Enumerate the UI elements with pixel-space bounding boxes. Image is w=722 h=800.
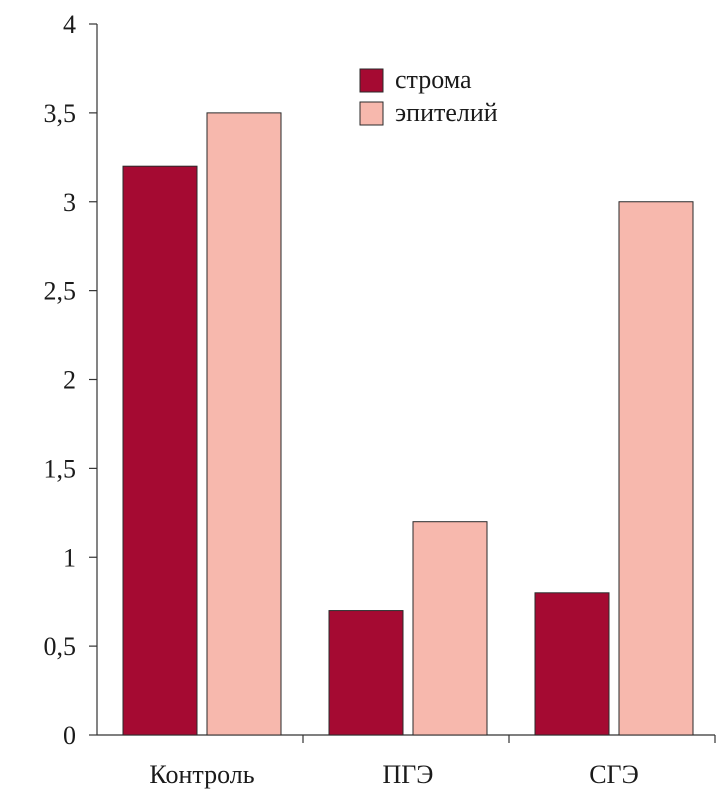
y-tick-label: 3 xyxy=(63,188,76,217)
y-axis: 0 0,5 1 1,5 2 2,5 3 3,5 4 xyxy=(44,10,98,750)
x-category-label: СГЭ xyxy=(589,760,639,789)
y-tick-label: 0 xyxy=(63,721,76,750)
bars xyxy=(122,112,694,736)
legend-swatch-строма xyxy=(359,68,384,93)
legend-label: эпителий xyxy=(395,98,498,127)
x-category-label: Контроль xyxy=(149,760,254,789)
bar-эпителий-СГЭ xyxy=(618,201,694,736)
bar-эпителий-ПГЭ xyxy=(412,521,488,736)
x-category-label: ПГЭ xyxy=(383,760,434,789)
bar-строма-ПГЭ xyxy=(328,610,404,736)
legend-label: строма xyxy=(395,65,472,94)
legend-swatch-эпителий xyxy=(359,101,384,126)
bar-эпителий-Контроль xyxy=(206,112,282,736)
legend: строма эпителий xyxy=(359,65,498,127)
y-tick-label: 2,5 xyxy=(44,277,77,306)
y-tick-label: 0,5 xyxy=(44,632,77,661)
x-axis: Контроль ПГЭ СГЭ xyxy=(97,734,716,789)
y-tick-label: 2 xyxy=(63,366,76,395)
y-tick-label: 3,5 xyxy=(44,99,77,128)
bar-строма-Контроль xyxy=(122,165,198,736)
y-tick-label: 1 xyxy=(63,543,76,572)
bar-строма-СГЭ xyxy=(534,592,610,736)
y-tick-label: 1,5 xyxy=(44,454,77,483)
y-tick-label: 4 xyxy=(63,10,76,39)
